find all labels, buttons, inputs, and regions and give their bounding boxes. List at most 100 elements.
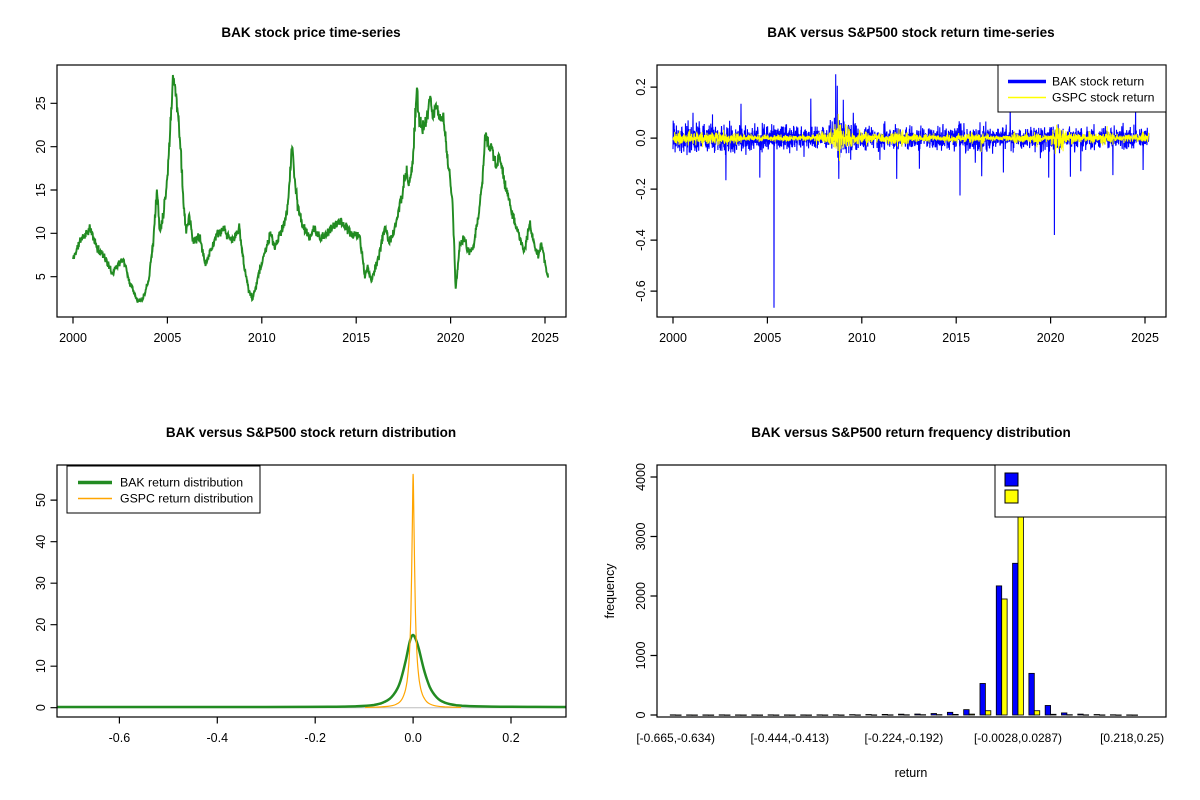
legend: BAK stock return GSPC stock return	[997, 64, 1167, 113]
legend	[994, 464, 1167, 518]
series-bak-return-line	[672, 74, 1150, 308]
x-bin-label: [0.218,0.25)	[1100, 731, 1164, 745]
bar-gspc-frequency	[1017, 511, 1024, 716]
y-tick-label: 25	[34, 96, 48, 110]
y-tick-label: 20	[34, 140, 48, 154]
x-tick-label: 2015	[342, 331, 370, 345]
legend-swatch-gspc-frequency	[1004, 489, 1019, 504]
y-tick-label: 5	[34, 273, 48, 280]
y-tick-label: 40	[34, 535, 48, 549]
y-tick-label: -0.2	[634, 178, 648, 200]
y-tick-label: 3000	[634, 523, 648, 551]
bar-bak-frequency	[946, 711, 954, 716]
y-tick-label: -0.6	[634, 280, 648, 302]
panel-title: BAK versus S&P500 stock return distribut…	[166, 425, 456, 440]
bar-bak-frequency	[963, 709, 970, 716]
y-axis-ticks	[50, 499, 57, 709]
x-tick-label: 2005	[753, 331, 781, 345]
panel-return-frequency-distribution: BAK versus S&P500 return frequency distr…	[603, 425, 1167, 780]
y-tick-label: 10	[34, 659, 48, 673]
y-axis-title-frequency: frequency	[603, 563, 617, 619]
series-layer	[57, 473, 566, 709]
panel-title: BAK versus S&P500 stock return time-seri…	[767, 25, 1054, 40]
y-axis-ticks	[650, 476, 657, 716]
x-tick-label: 2015	[942, 331, 970, 345]
y-tick-label: 0	[34, 704, 48, 711]
bar-gspc-frequency	[984, 710, 992, 716]
panel-return-distribution: BAK versus S&P500 stock return distribut…	[34, 425, 567, 745]
plot-box	[656, 464, 1167, 718]
plot-box	[56, 64, 567, 318]
bar-gspc-frequency	[968, 713, 975, 716]
bar-bak-frequency	[995, 585, 1003, 716]
y-tick-label: 0.2	[634, 78, 648, 95]
bar-gspc-frequency	[1001, 598, 1008, 716]
panel-title: BAK versus S&P500 return frequency distr…	[751, 425, 1071, 440]
x-axis-title-return: return	[895, 766, 928, 780]
y-tick-label: 15	[34, 183, 48, 197]
x-tick-label: 2005	[153, 331, 181, 345]
legend-box	[66, 465, 261, 514]
x-tick-label: 2010	[248, 331, 276, 345]
x-tick-label: -0.2	[304, 731, 326, 745]
x-axis-ticks	[118, 717, 512, 724]
bar-bak-frequency	[881, 713, 889, 716]
legend-label: GSPC return distribution	[120, 492, 253, 506]
y-tick-label: 0.0	[634, 129, 648, 146]
x-tick-label: -0.4	[207, 731, 229, 745]
bar-bak-frequency	[914, 713, 921, 716]
y-axis-ticks	[650, 86, 657, 292]
plot-box	[656, 64, 1167, 318]
x-tick-label: 0.0	[404, 731, 421, 745]
bar-bak-frequency	[1012, 562, 1019, 716]
x-tick-label: 2020	[437, 331, 465, 345]
series-bak-density-curve	[57, 633, 566, 709]
panel-bak-price-timeseries: BAK stock price time-series 2000 2005 20…	[34, 25, 567, 345]
bar-bak-frequency	[898, 713, 905, 716]
x-axis-ticks	[672, 317, 1146, 324]
legend-box	[997, 64, 1167, 113]
y-tick-label: 0	[634, 711, 648, 718]
bar-bak-frequency	[1028, 672, 1035, 716]
legend-label: BAK return distribution	[120, 476, 243, 490]
x-tick-label: -0.6	[109, 731, 131, 745]
legend-label: BAK stock return	[1052, 75, 1144, 89]
bar-gspc-frequency	[952, 713, 959, 716]
bar-bak-frequency	[1077, 713, 1084, 716]
y-tick-label: 10	[34, 226, 48, 240]
bar-bak-frequency	[930, 713, 937, 716]
bar-bak-frequency	[979, 683, 986, 716]
x-axis-ticks	[72, 317, 546, 324]
series-layer	[72, 74, 550, 304]
panel-title: BAK stock price time-series	[221, 25, 400, 40]
plot-box	[56, 464, 567, 718]
x-bin-label: [-0.0028,0.0287)	[974, 731, 1062, 745]
bar-bak-frequency	[1044, 705, 1052, 716]
x-tick-label: 2025	[1131, 331, 1159, 345]
x-bin-label: [-0.224,-0.192)	[865, 731, 944, 745]
bar-bak-frequency	[1061, 712, 1068, 716]
y-tick-label: 20	[34, 618, 48, 632]
bar-gspc-frequency	[1033, 710, 1041, 716]
series-gspc-density-curve	[365, 473, 462, 709]
x-tick-label: 2000	[59, 331, 87, 345]
x-tick-label: 0.2	[502, 731, 519, 745]
x-tick-label: 2020	[1037, 331, 1065, 345]
y-tick-label: 30	[34, 576, 48, 590]
legend: BAK return distribution GSPC return dist…	[66, 465, 261, 514]
x-tick-label: 2025	[531, 331, 559, 345]
y-axis-ticks	[50, 102, 57, 278]
legend-label: GSPC stock return	[1052, 91, 1155, 105]
y-tick-label: 50	[34, 493, 48, 507]
y-tick-label: 2000	[634, 582, 648, 610]
legend-box	[994, 464, 1167, 518]
series-gspc-return-line	[672, 113, 1150, 162]
series-bak-price-line	[72, 74, 550, 304]
x-tick-label: 2000	[659, 331, 687, 345]
series-layer	[672, 74, 1150, 308]
x-bin-label: [-0.665,-0.634)	[636, 731, 715, 745]
bar-gspc-frequency	[1050, 713, 1057, 716]
panel-bak-vs-sp500-return-timeseries: BAK versus S&P500 stock return time-seri…	[634, 25, 1167, 345]
x-bin-label: [-0.444,-0.413)	[750, 731, 829, 745]
